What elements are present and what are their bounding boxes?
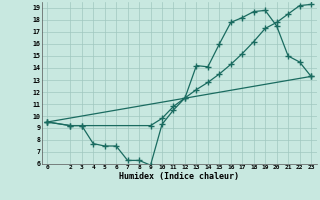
X-axis label: Humidex (Indice chaleur): Humidex (Indice chaleur) bbox=[119, 172, 239, 181]
